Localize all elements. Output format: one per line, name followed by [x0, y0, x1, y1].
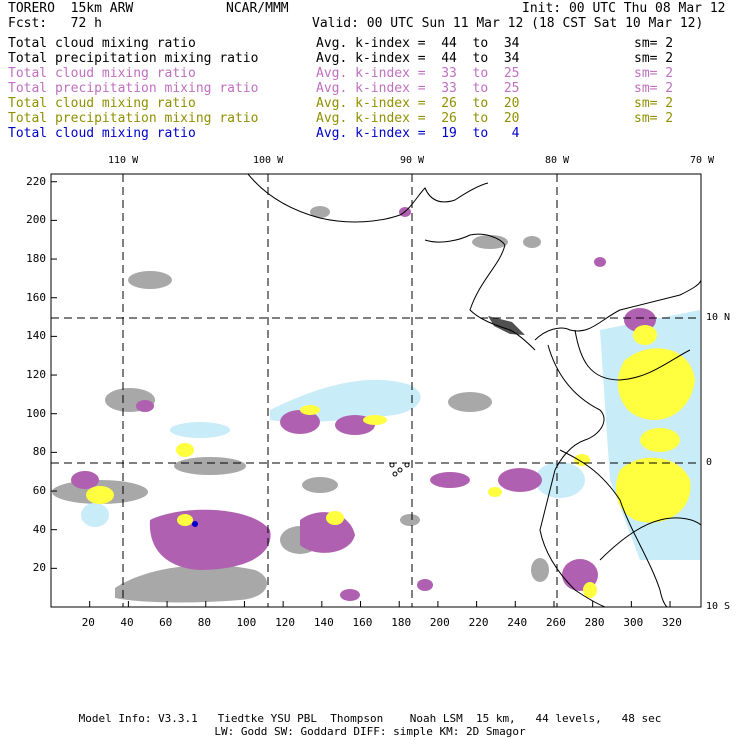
init-time: Init: 00 UTC Thu 08 Mar 12	[522, 1, 726, 16]
y-tick-label: 180	[26, 252, 46, 266]
x-tick-label: 200	[429, 616, 450, 629]
x-tick-label: 80	[197, 616, 211, 629]
legend-field: Total cloud mixing ratio	[8, 36, 196, 51]
legend-smoothing: sm= 2	[634, 81, 674, 96]
y-tick-label: 100	[26, 406, 46, 420]
y-tick-label: 80	[32, 445, 46, 459]
lat-label-0: 0	[706, 457, 713, 468]
x-tick-label: 320	[662, 616, 682, 629]
legend-kindex: Avg. k-index = 26 to 20	[316, 111, 520, 126]
x-tick-label: 240	[507, 616, 528, 629]
lon-label-90w: 90 W	[400, 155, 425, 166]
x-tick-label: 260	[545, 616, 566, 629]
legend-smoothing: sm= 2	[634, 66, 674, 81]
x-tick-label: 40	[120, 616, 134, 629]
legend-kindex: Avg. k-index = 44 to 34	[316, 51, 520, 66]
y-tick-label: 200	[26, 213, 46, 227]
x-tick-label: 160	[352, 616, 373, 629]
valid-time: Valid: 00 UTC Sun 11 Mar 12 (18 CST Sat …	[312, 16, 704, 31]
lon-label-70w: 70 W	[690, 155, 715, 166]
y-tick-label: 120	[26, 368, 46, 382]
legend-field: Total cloud mixing ratio	[8, 96, 196, 111]
x-tick-label: 300	[623, 616, 644, 629]
lon-label-100w: 100 W	[253, 155, 284, 166]
legend-smoothing: sm= 2	[634, 51, 674, 66]
lon-label-110w: 110 W	[108, 155, 139, 166]
y-tick-label: 40	[32, 522, 46, 536]
legend-kindex: Avg. k-index = 26 to 20	[316, 96, 520, 111]
x-tick-label: 140	[313, 616, 334, 629]
forecast-hour: Fcst: 72 h	[8, 16, 102, 31]
lon-label-80w: 80 W	[545, 155, 570, 166]
dark-storm-cell	[488, 316, 525, 335]
lat-label-10n: 10 N	[706, 312, 731, 323]
footer-model-info: Model Info: V3.3.1 Tiedtke YSU PBL Thomp…	[78, 712, 662, 725]
legend-field: Total cloud mixing ratio	[8, 126, 196, 141]
legend-field: Total precipitation mixing ratio	[8, 111, 259, 126]
purple-cloud-field	[71, 207, 656, 601]
y-tick-label: 220	[26, 174, 46, 188]
legend-field: Total precipitation mixing ratio	[8, 81, 259, 96]
y-tick-label: 140	[26, 329, 46, 343]
x-tick-label: 180	[391, 616, 412, 629]
legend-kindex: Avg. k-index = 44 to 34	[316, 36, 520, 51]
lat-label-10s: 10 S	[706, 601, 731, 612]
legend-smoothing: sm= 2	[634, 111, 674, 126]
legend-kindex: Avg. k-index = 33 to 25	[316, 66, 520, 81]
plot-border	[50, 173, 702, 608]
legend-field: Total cloud mixing ratio	[8, 66, 196, 81]
x-tick-label: 120	[275, 616, 296, 629]
legend-kindex: Avg. k-index = 33 to 25	[316, 81, 520, 96]
footer-physics-info: LW: Godd SW: Goddard DIFF: simple KM: 2D…	[214, 725, 526, 738]
axis-ticks	[51, 181, 671, 607]
y-tick-label: 160	[26, 290, 46, 304]
lat-lon-grid	[51, 174, 701, 607]
legend-smoothing: sm= 2	[634, 96, 674, 111]
x-tick-label: 220	[468, 616, 489, 629]
y-tick-label: 20	[32, 561, 46, 575]
center-name: NCAR/MMM	[226, 1, 289, 16]
y-tick-label: 60	[32, 484, 46, 498]
legend-smoothing: sm= 2	[634, 36, 674, 51]
legend-field: Total precipitation mixing ratio	[8, 51, 259, 66]
x-tick-label: 20	[81, 616, 95, 629]
x-tick-label: 280	[584, 616, 605, 629]
legend-kindex: Avg. k-index = 19 to 4	[316, 126, 520, 141]
model-title: TORERO 15km ARW	[8, 1, 134, 16]
x-tick-label: 100	[236, 616, 257, 629]
x-tick-label: 60	[159, 616, 173, 629]
yellow-cloud-field	[86, 325, 695, 598]
blue-cloud-cell	[192, 521, 198, 527]
